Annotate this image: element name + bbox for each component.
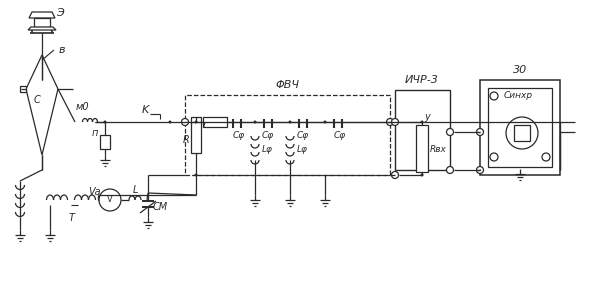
Polygon shape <box>29 12 55 18</box>
Bar <box>416 125 428 172</box>
Text: r: r <box>203 120 207 130</box>
Circle shape <box>490 153 498 161</box>
Circle shape <box>103 121 107 124</box>
Text: Э: Э <box>56 8 64 18</box>
Bar <box>100 135 110 149</box>
Circle shape <box>477 128 483 135</box>
Circle shape <box>182 119 188 126</box>
Bar <box>191 117 201 153</box>
Circle shape <box>421 121 424 124</box>
Bar <box>395 90 450 170</box>
Circle shape <box>447 166 454 173</box>
Text: м0: м0 <box>75 102 89 112</box>
Text: Lφ: Lφ <box>297 146 307 155</box>
Text: Rвх: Rвх <box>430 144 447 153</box>
Circle shape <box>490 92 498 100</box>
Bar <box>203 117 227 127</box>
Text: T: T <box>69 213 75 223</box>
Circle shape <box>421 173 424 177</box>
Circle shape <box>195 173 198 177</box>
Text: Cφ: Cφ <box>262 131 274 140</box>
Circle shape <box>289 121 291 124</box>
Text: Cφ: Cφ <box>297 131 309 140</box>
Text: Vа: Vа <box>88 187 101 197</box>
Polygon shape <box>26 55 58 155</box>
Polygon shape <box>28 27 56 30</box>
Text: Cинхр: Cинхр <box>503 92 533 101</box>
Circle shape <box>477 166 483 173</box>
Bar <box>514 125 530 141</box>
Circle shape <box>386 119 394 126</box>
Text: V: V <box>107 195 113 204</box>
Circle shape <box>392 119 398 126</box>
Circle shape <box>254 121 257 124</box>
Bar <box>488 88 552 167</box>
Text: K: K <box>142 105 149 115</box>
Text: CМ: CМ <box>152 202 168 212</box>
Circle shape <box>99 189 121 211</box>
Bar <box>34 18 50 27</box>
Text: Cφ: Cφ <box>233 131 245 140</box>
Text: ΦВЧ: ΦВЧ <box>275 80 299 90</box>
Circle shape <box>506 117 538 149</box>
Text: R: R <box>183 135 189 145</box>
Circle shape <box>392 171 398 179</box>
Text: y: y <box>424 112 430 122</box>
Circle shape <box>542 153 550 161</box>
Text: L: L <box>132 185 137 195</box>
Circle shape <box>447 128 454 135</box>
Text: в: в <box>59 45 65 55</box>
Bar <box>185 95 390 175</box>
Text: ИЧР-3: ИЧР-3 <box>405 75 439 85</box>
Text: Cφ: Cφ <box>334 131 346 140</box>
Bar <box>480 80 560 175</box>
Polygon shape <box>20 86 26 92</box>
Text: 30: 30 <box>513 65 527 75</box>
Circle shape <box>169 121 172 124</box>
Text: п: п <box>92 128 98 138</box>
Text: Lφ: Lφ <box>261 146 273 155</box>
Circle shape <box>323 121 326 124</box>
Circle shape <box>195 121 198 124</box>
Text: C: C <box>34 95 40 105</box>
